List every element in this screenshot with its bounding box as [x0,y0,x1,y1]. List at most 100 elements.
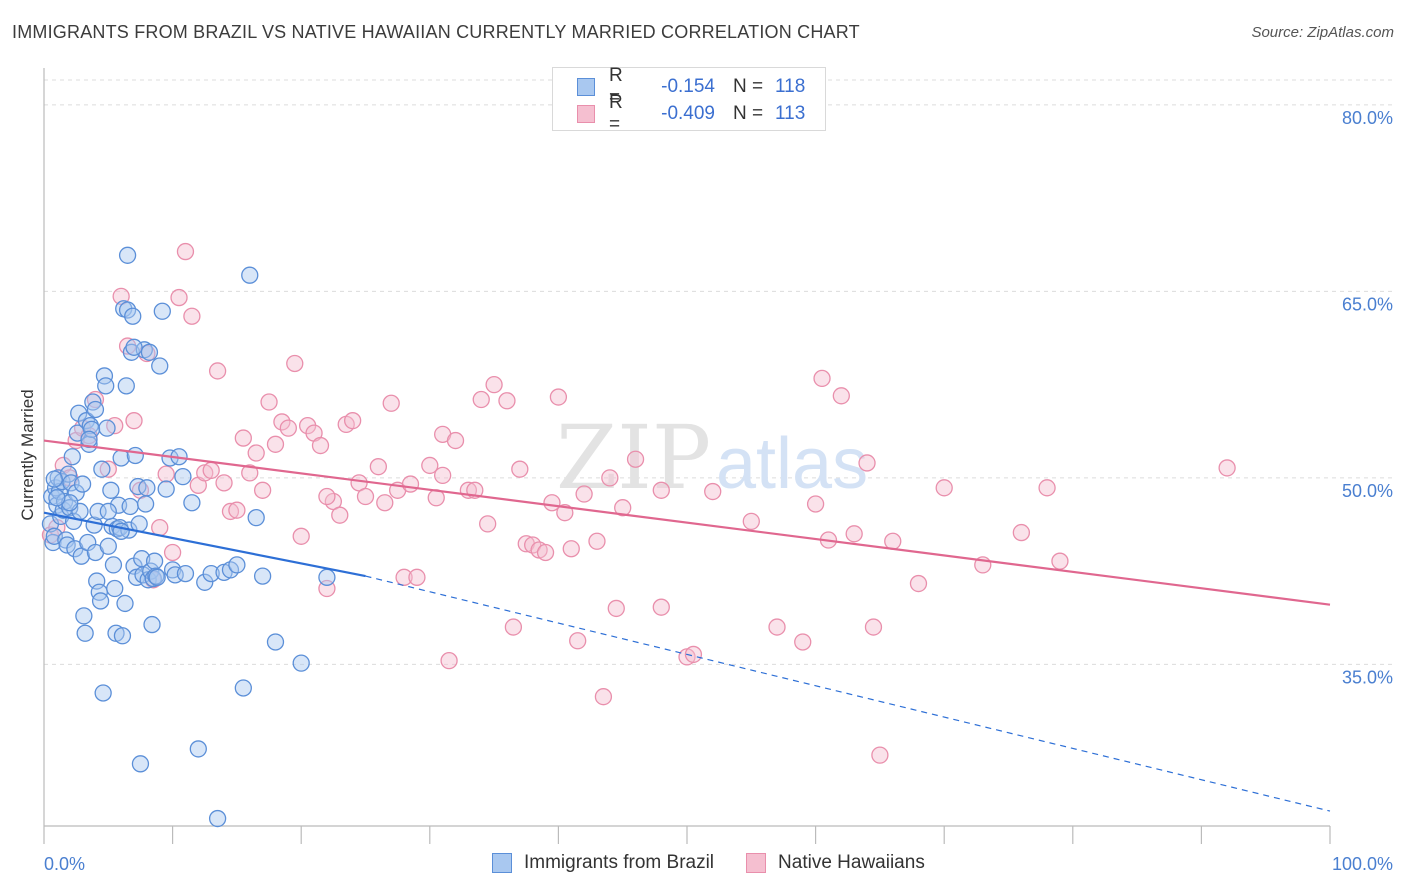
hawaiian-point [871,746,889,764]
r-value: -0.409 [661,103,715,124]
hawaiian-point [292,527,310,545]
brazil-point [140,343,159,361]
hawaiian-point [86,390,105,409]
brazil-point [174,467,192,486]
brazil-point [189,740,207,758]
brazil-point [126,446,144,465]
brazil-point [247,509,265,527]
watermark-zip: ZIP [556,406,711,509]
brazil-point [76,624,94,642]
brazil-point [94,684,112,702]
hawaiian-point [1038,479,1056,497]
hawaiian-point [556,504,574,522]
hawaiian-point [1218,459,1236,477]
n-value: 113 [775,103,806,124]
n-label: N = [733,76,764,97]
hawaiian-point [151,518,169,537]
brazil-points [41,246,336,828]
hawaiian-point [652,481,670,499]
hawaiian-point [434,466,452,485]
legend-row-brazil: R = -0.154 N = 118 [577,65,805,108]
brazil-point [157,480,175,498]
tick-labels: 35.0% 50.0% 65.0% 80.0% [1342,108,1393,687]
brazil-point [131,755,150,773]
brazil-point [97,377,115,395]
hawaiian-point [382,394,400,412]
legend-label-brazil: Immigrants from Brazil [524,852,715,873]
brazil-point [117,377,135,395]
source-label: Source: ZipAtlas.com [1251,24,1394,41]
hawaiian-point [742,512,760,531]
brazil-point [241,266,259,284]
brazil-point [124,307,142,325]
hawaiian-point [125,412,143,430]
hawaiian-point [794,633,812,651]
correlation-legend: R = -0.154 N = 118 R = -0.409 N = 113 [552,65,826,135]
hawaiian-point [247,444,265,462]
hawaiian-point [260,393,278,411]
hawaiian-point [170,288,188,307]
hawaiian-point [421,456,439,475]
brazil-point [292,654,310,672]
brazil-point [121,497,139,516]
hawaiian-point [485,375,503,394]
axes [43,68,1331,844]
brazil-point [234,679,252,697]
hawaiian-point [588,532,606,550]
hawaiian-point [401,475,420,493]
brazil-point [228,556,246,574]
hawaiians-swatch [577,105,595,123]
hawaiian-point [884,532,902,550]
x-tick-label-min: 0.0% [44,854,85,874]
brazil-point [176,564,195,583]
native-hawaiians-points [41,242,1236,764]
hawaiian-point [1012,523,1031,542]
hawaiian-point [176,242,195,261]
brazil-trend-extension [365,575,1331,812]
r-label: R = [609,65,623,108]
hawaiian-point [504,618,523,636]
brazil-point [86,400,105,419]
brazil-point [136,495,155,513]
r-label: R = [609,92,623,135]
hawaiian-point [440,651,458,670]
brazil-swatch [577,78,595,96]
hawaiian-point [266,435,285,453]
hawaiian-point [472,390,490,409]
brazil-point [151,357,169,375]
hawaiian-point [446,431,465,450]
brazil-point [129,477,147,496]
watermark-atlas: atlas [716,424,868,504]
brazil-point [145,552,164,570]
hawaiian-point [253,481,272,499]
hawaiian-point [935,479,953,497]
brazil-point [98,419,116,437]
hawaiian-point [498,392,516,410]
hawaiian-point [99,460,117,478]
brazil-legend-swatch [492,853,512,873]
hawaiian-point [858,454,876,472]
hawaiian-point [228,501,246,519]
hawaiian-point [1051,552,1069,570]
grid-lines [44,79,1393,665]
hawaiian-point [536,543,555,562]
hawaiian-point [395,568,413,586]
y-tick-label: 80.0% [1342,108,1393,128]
chart-title: IMMIGRANTS FROM BRAZIL VS NATIVE HAWAIIA… [12,22,860,42]
hawaiian-point [163,543,182,562]
hawaiian-point [183,307,201,325]
hawaiian-point [845,525,863,543]
legend-row-hawaiians: R = -0.409 N = 113 [577,92,806,135]
hawaiian-trend-line [43,439,1331,606]
brazil-point [75,607,93,625]
hawaiian-point [286,354,304,373]
brazil-point [183,494,201,512]
hawaiian-point [832,387,850,405]
hawaiian-point [376,494,394,512]
brazil-point [99,502,117,521]
brazil-point [318,568,336,586]
brazil-point [143,615,161,634]
brazil-point [88,572,106,590]
hawaiian-point [607,599,625,618]
brazil-trend-line [43,511,366,578]
